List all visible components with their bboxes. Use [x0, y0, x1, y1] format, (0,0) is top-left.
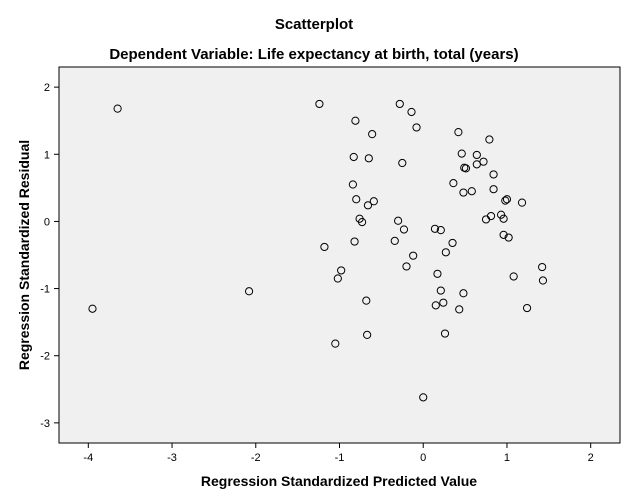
y-tick-label: -3: [40, 418, 50, 430]
scatter-point: [461, 164, 471, 173]
scatter-point: [517, 198, 527, 207]
scatter-point: [368, 130, 377, 139]
plot-area: [58, 66, 621, 444]
scatter-point: [486, 211, 496, 221]
y-tick-label: -1: [40, 284, 50, 296]
scatter-point: [436, 226, 445, 235]
scatter-point: [459, 188, 468, 197]
scatter-point: [399, 225, 409, 234]
scatter-point: [244, 287, 254, 296]
axis-ticks: -4 -3 -2 -1 0 1 2 2 1 0 -1 -2 -3: [40, 82, 594, 464]
scatter-point: [436, 286, 445, 295]
scatter-point: [430, 224, 440, 233]
x-tick-label: 2: [588, 452, 594, 464]
scatter-point: [472, 160, 481, 169]
scatter-point: [412, 123, 421, 132]
scatter-point: [455, 305, 464, 314]
data-points: [88, 99, 548, 402]
scatter-point: [358, 218, 367, 227]
scatter-point: [454, 128, 463, 137]
scatter-point: [439, 298, 448, 307]
scatter-point: [472, 150, 481, 160]
scatter-point: [333, 274, 342, 283]
y-tick-label: 2: [44, 82, 50, 94]
scatter-point: [497, 210, 506, 219]
scatter-point: [113, 104, 122, 113]
scatter-point: [449, 179, 458, 188]
x-tick-label: -4: [83, 452, 93, 464]
scatter-point: [457, 149, 466, 158]
scatter-point: [479, 157, 488, 166]
scatter-point: [441, 248, 450, 257]
scatter-point: [369, 197, 378, 206]
scatter-point: [350, 237, 359, 246]
scatter-point: [459, 289, 468, 298]
x-tick-label: 0: [420, 452, 426, 464]
scatter-point: [485, 135, 494, 144]
scatter-point: [398, 158, 407, 168]
scatter-point: [320, 242, 329, 252]
x-tick-label: 1: [504, 452, 510, 464]
scatter-point: [501, 196, 510, 205]
scatter-point: [363, 330, 372, 339]
y-tick-label: 0: [44, 216, 50, 228]
scatter-point: [337, 266, 346, 275]
scatter-point: [499, 214, 508, 223]
scatter-point: [395, 99, 404, 109]
y-tick-label: 1: [44, 149, 50, 161]
scatter-point: [390, 236, 399, 245]
scatter-point: [433, 269, 442, 278]
x-tick-label: -1: [335, 452, 345, 464]
scatter-point: [348, 180, 357, 189]
x-tick-label: -3: [167, 452, 177, 464]
scatter-point: [349, 152, 358, 162]
scatter-point: [315, 99, 324, 109]
chart-subtitle: Dependent Variable: Life expectancy at b…: [109, 46, 518, 63]
scatter-point: [364, 154, 373, 163]
scatter-point: [331, 339, 340, 348]
scatter-point: [509, 272, 518, 281]
scatter-point: [362, 296, 371, 305]
scatter-point: [419, 393, 428, 402]
scatter-point: [489, 185, 498, 194]
scatter-point: [538, 276, 548, 285]
scatter-point: [352, 195, 361, 204]
scatter-point: [363, 201, 373, 210]
scatter-point: [448, 238, 457, 248]
x-tick-label: -2: [251, 452, 261, 464]
y-tick-label: -2: [40, 351, 50, 363]
scatter-point: [407, 107, 416, 117]
scatter-point: [489, 170, 498, 179]
scatter-point: [504, 233, 513, 242]
scatter-point: [440, 329, 450, 338]
x-axis-label: Regression Standardized Predicted Value: [201, 473, 477, 489]
scatter-point: [499, 230, 508, 239]
scatter-point: [402, 262, 411, 271]
y-axis-label: Regression Standardized Residual: [16, 140, 32, 370]
scatter-point: [467, 187, 476, 196]
scatter-point: [538, 262, 547, 272]
scatter-point: [351, 116, 360, 125]
scatter-point: [409, 251, 418, 260]
chart-title: Scatterplot: [275, 16, 353, 33]
scatter-point: [431, 301, 440, 310]
scatter-point: [522, 303, 532, 313]
scatter-point: [394, 216, 403, 225]
scatter-point: [502, 195, 512, 204]
scatter-point: [88, 304, 97, 313]
